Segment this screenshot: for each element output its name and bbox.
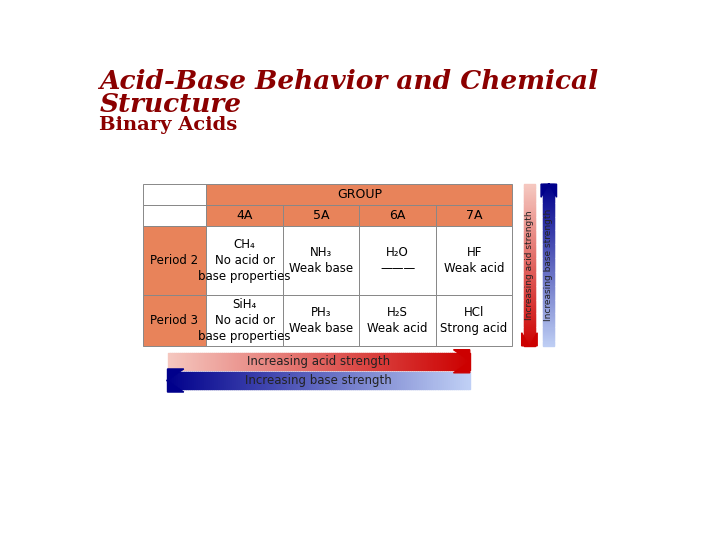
Bar (359, 295, 436, 346)
Text: HCl
Strong acid: HCl Strong acid (441, 306, 508, 335)
Bar (206, 226, 283, 295)
Text: GROUP: GROUP (337, 188, 382, 201)
Text: Increasing base strength: Increasing base strength (246, 374, 392, 387)
Bar (436, 295, 513, 346)
Text: PH₃
Weak base: PH₃ Weak base (289, 306, 353, 335)
Text: Increasing base strength: Increasing base strength (544, 209, 553, 321)
Text: CH₄
No acid or
base properties: CH₄ No acid or base properties (198, 238, 291, 283)
FancyArrow shape (541, 184, 557, 197)
Bar (283, 205, 359, 226)
Text: HF
Weak acid: HF Weak acid (444, 246, 504, 275)
Text: Binary Acids: Binary Acids (99, 117, 238, 134)
Bar (359, 205, 436, 226)
Text: Increasing acid strength: Increasing acid strength (247, 355, 390, 368)
FancyArrow shape (167, 369, 184, 392)
Text: Increasing acid strength: Increasing acid strength (525, 210, 534, 320)
Text: H₂S
Weak acid: H₂S Weak acid (367, 306, 428, 335)
Bar (283, 295, 359, 346)
Bar (143, 226, 206, 295)
Bar (359, 226, 436, 295)
Text: 4A: 4A (236, 209, 253, 222)
Text: Period 3: Period 3 (150, 314, 199, 327)
Bar (436, 205, 513, 226)
Text: SiH₄
No acid or
base properties: SiH₄ No acid or base properties (198, 298, 291, 343)
FancyArrow shape (522, 333, 537, 347)
Bar (283, 226, 359, 295)
Text: H₂O
———: H₂O ——— (380, 246, 415, 275)
Bar (436, 226, 513, 295)
Bar (143, 184, 206, 205)
FancyArrow shape (454, 350, 471, 373)
Bar (143, 205, 206, 226)
Text: 6A: 6A (390, 209, 406, 222)
Bar (206, 205, 283, 226)
Text: 5A: 5A (312, 209, 329, 222)
Bar (206, 295, 283, 346)
Text: 7A: 7A (466, 209, 482, 222)
Bar (143, 295, 206, 346)
Text: Acid-Base Behavior and Chemical: Acid-Base Behavior and Chemical (99, 69, 598, 93)
Text: Structure: Structure (99, 92, 241, 117)
Text: NH₃
Weak base: NH₃ Weak base (289, 246, 353, 275)
Text: Period 2: Period 2 (150, 254, 199, 267)
Bar (206, 184, 513, 205)
